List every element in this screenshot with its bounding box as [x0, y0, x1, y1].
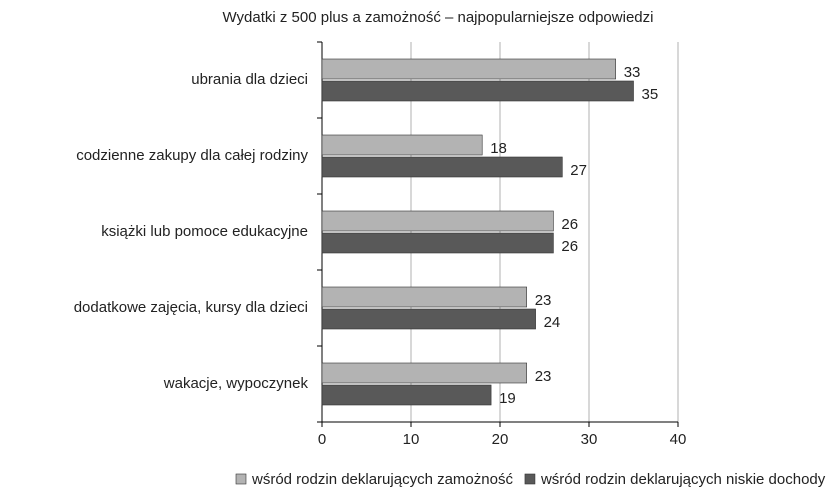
data-label: 33: [624, 64, 641, 81]
data-label: 19: [499, 390, 516, 407]
data-label: 26: [561, 216, 578, 233]
x-tick-label: 10: [403, 431, 420, 448]
bar: [321, 286, 527, 308]
y-tick-label: dodatkowe zajęcia, kursy dla dzieci: [74, 299, 308, 316]
bar: [321, 156, 563, 178]
data-label: 23: [535, 368, 552, 385]
legend-swatch: [235, 473, 247, 485]
data-label: 26: [561, 238, 578, 255]
y-tick-label: wakacje, wypoczynek: [163, 375, 309, 392]
bar: [321, 384, 492, 406]
legend-swatch: [524, 473, 536, 485]
bar: [321, 210, 554, 232]
bar: [321, 232, 554, 254]
x-tick-label: 0: [318, 431, 326, 448]
data-label: 23: [535, 292, 552, 309]
bar: [321, 362, 527, 384]
x-tick-label: 30: [581, 431, 598, 448]
bar: [321, 58, 617, 80]
y-tick-label: codzienne zakupy dla całej rodziny: [76, 147, 308, 164]
data-label: 27: [570, 162, 587, 179]
data-label: 24: [544, 314, 561, 331]
legend-label: wśród rodzin deklarujących niskie dochod…: [540, 471, 826, 488]
x-tick-label: 20: [492, 431, 509, 448]
data-label: 18: [490, 140, 507, 157]
bar: [321, 308, 536, 330]
bar: [321, 134, 483, 156]
data-label: 35: [642, 86, 659, 103]
legend-label: wśród rodzin deklarujących zamożność: [251, 471, 513, 488]
bar: [321, 80, 634, 102]
x-tick-label: 40: [670, 431, 687, 448]
y-tick-label: książki lub pomoce edukacyjne: [101, 223, 308, 240]
y-tick-label: ubrania dla dzieci: [191, 71, 308, 88]
chart-title: Wydatki z 500 plus a zamożność – najpopu…: [223, 9, 654, 26]
